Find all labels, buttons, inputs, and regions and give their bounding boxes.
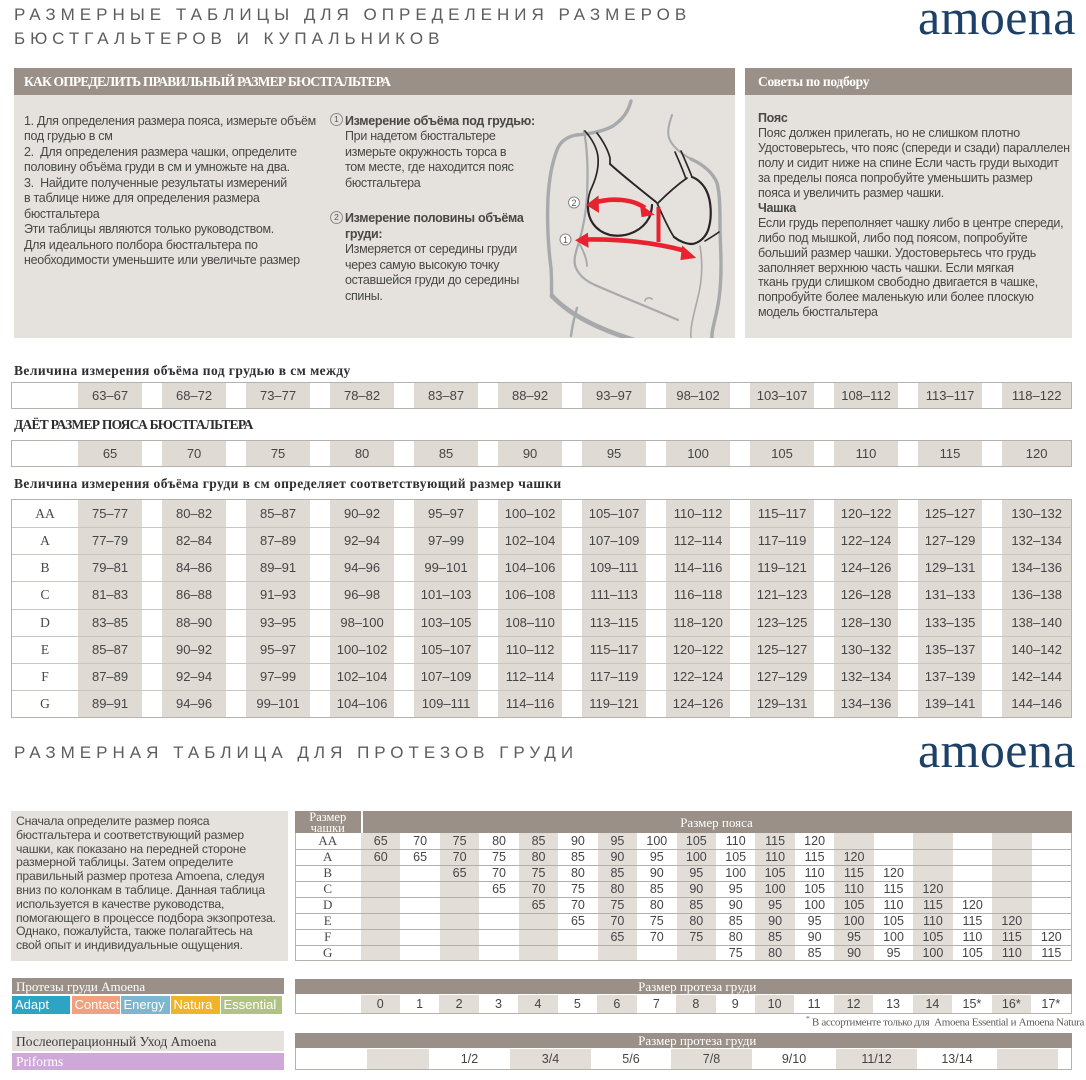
svg-text:2: 2 bbox=[571, 198, 576, 208]
svg-text:1: 1 bbox=[563, 235, 568, 245]
